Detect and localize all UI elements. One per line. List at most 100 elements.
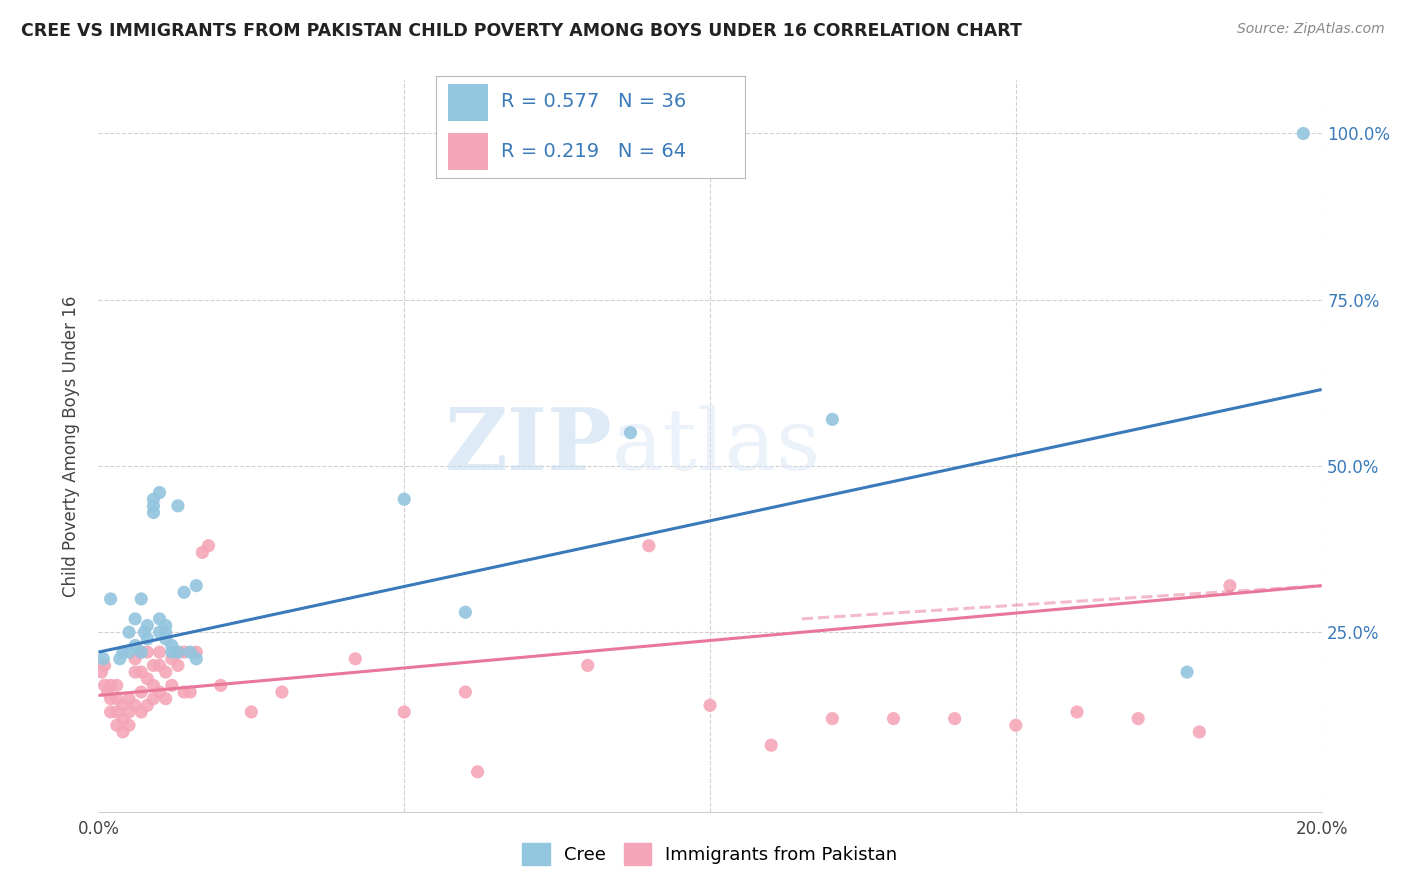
Point xyxy=(1066,705,1088,719)
Point xyxy=(1004,718,1026,732)
Point xyxy=(149,625,172,640)
Point xyxy=(142,691,165,706)
Point xyxy=(90,665,112,679)
Point xyxy=(576,658,599,673)
Point xyxy=(129,685,152,699)
Bar xyxy=(449,133,488,170)
Point xyxy=(167,645,190,659)
Point xyxy=(149,485,172,500)
Point xyxy=(344,652,367,666)
Point xyxy=(118,691,141,706)
Point xyxy=(699,698,721,713)
Text: atlas: atlas xyxy=(612,404,821,488)
Point xyxy=(454,685,477,699)
Point xyxy=(93,658,115,673)
Point xyxy=(105,678,128,692)
Point xyxy=(111,698,134,713)
Point xyxy=(111,725,134,739)
Legend: Cree, Immigrants from Pakistan: Cree, Immigrants from Pakistan xyxy=(515,836,905,872)
Point xyxy=(821,412,844,426)
Point xyxy=(108,652,131,666)
Point xyxy=(118,705,141,719)
Bar xyxy=(449,84,488,121)
Point xyxy=(155,691,177,706)
Point xyxy=(1292,127,1315,141)
Point xyxy=(160,678,183,692)
Point xyxy=(392,492,416,507)
Point xyxy=(167,658,190,673)
Point xyxy=(91,652,114,666)
Point xyxy=(160,645,183,659)
Point xyxy=(160,652,183,666)
Point xyxy=(186,579,208,593)
Point xyxy=(173,685,195,699)
Point xyxy=(142,499,165,513)
Point xyxy=(270,685,292,699)
Point xyxy=(883,712,905,726)
Point xyxy=(191,545,214,559)
Point xyxy=(129,591,152,606)
Point xyxy=(167,645,190,659)
Point xyxy=(155,625,177,640)
Point xyxy=(142,506,165,520)
Point xyxy=(124,612,146,626)
Point xyxy=(149,658,172,673)
Point xyxy=(111,645,134,659)
Point xyxy=(167,499,190,513)
Point xyxy=(155,618,177,632)
Point xyxy=(173,585,195,599)
Point xyxy=(124,639,146,653)
Point xyxy=(1188,725,1211,739)
Point xyxy=(179,645,201,659)
Point xyxy=(129,645,152,659)
Point xyxy=(637,539,661,553)
Point xyxy=(179,685,201,699)
Point xyxy=(124,665,146,679)
Point xyxy=(149,685,172,699)
Point xyxy=(619,425,641,440)
Point xyxy=(124,698,146,713)
Point xyxy=(1175,665,1198,679)
Point xyxy=(100,691,122,706)
Point xyxy=(136,632,159,646)
Point xyxy=(197,539,219,553)
Point xyxy=(173,645,195,659)
Point xyxy=(100,678,122,692)
Y-axis label: Child Poverty Among Boys Under 16: Child Poverty Among Boys Under 16 xyxy=(62,295,80,597)
Point xyxy=(467,764,489,779)
Text: ZIP: ZIP xyxy=(444,404,612,488)
Point xyxy=(454,605,477,619)
Point xyxy=(821,712,844,726)
Text: R = 0.219   N = 64: R = 0.219 N = 64 xyxy=(501,142,686,161)
Text: R = 0.577   N = 36: R = 0.577 N = 36 xyxy=(501,93,686,112)
Point xyxy=(240,705,263,719)
Point xyxy=(186,645,208,659)
Point xyxy=(129,665,152,679)
Point xyxy=(118,645,141,659)
Point xyxy=(118,625,141,640)
Point xyxy=(134,625,156,640)
Point xyxy=(209,678,232,692)
Point xyxy=(155,665,177,679)
Point xyxy=(136,618,159,632)
Point xyxy=(392,705,416,719)
Point xyxy=(160,639,183,653)
Point xyxy=(155,632,177,646)
Point xyxy=(1219,579,1241,593)
Point xyxy=(136,645,159,659)
Point xyxy=(129,705,152,719)
Point xyxy=(149,612,172,626)
Point xyxy=(100,591,122,606)
Point xyxy=(142,658,165,673)
Point xyxy=(943,712,966,726)
Point xyxy=(136,672,159,686)
Point xyxy=(97,685,120,699)
Text: Source: ZipAtlas.com: Source: ZipAtlas.com xyxy=(1237,22,1385,37)
Point xyxy=(186,652,208,666)
Point xyxy=(129,645,152,659)
Text: CREE VS IMMIGRANTS FROM PAKISTAN CHILD POVERTY AMONG BOYS UNDER 16 CORRELATION C: CREE VS IMMIGRANTS FROM PAKISTAN CHILD P… xyxy=(21,22,1022,40)
Point xyxy=(1128,712,1150,726)
Point xyxy=(100,705,122,719)
Point xyxy=(105,691,128,706)
Point xyxy=(136,698,159,713)
